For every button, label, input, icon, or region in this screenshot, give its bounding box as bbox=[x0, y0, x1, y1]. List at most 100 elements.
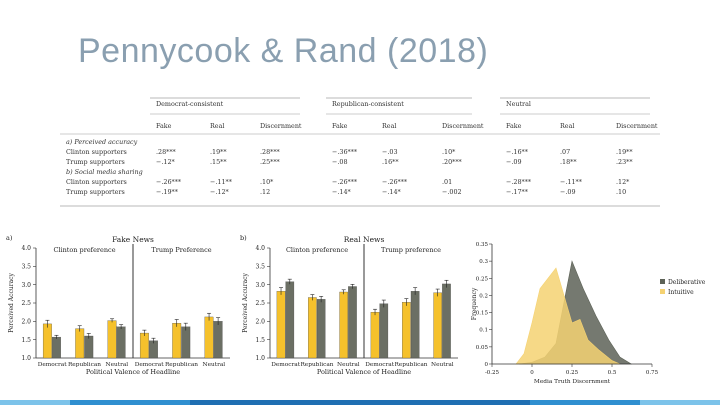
bar bbox=[285, 281, 295, 359]
table-cell: .16** bbox=[382, 158, 399, 166]
y-tick-label: 0.2 bbox=[479, 293, 488, 299]
table-cell: −.002 bbox=[442, 188, 462, 196]
bar bbox=[410, 291, 420, 359]
table-row-label: Trump supporters bbox=[66, 158, 125, 166]
table-cell: −.26*** bbox=[382, 178, 408, 186]
table-group-header: Republican-consistent bbox=[332, 100, 404, 108]
bar bbox=[181, 326, 191, 359]
y-tick-label: 0.05 bbox=[476, 345, 489, 351]
table-col-header: Discernment bbox=[442, 122, 484, 130]
table-section-label: a) Perceived accuracy bbox=[66, 138, 138, 146]
bar bbox=[52, 336, 61, 359]
table-cell: −.08 bbox=[332, 158, 348, 166]
legend-label: Deliberative bbox=[668, 279, 706, 286]
table-cell: .07 bbox=[560, 148, 570, 156]
table-cell: −.26*** bbox=[156, 178, 182, 186]
table-cell: .01 bbox=[442, 178, 452, 186]
table-cell: −.36*** bbox=[332, 148, 358, 156]
table-cell: −.14* bbox=[332, 188, 352, 196]
table-cell: .12* bbox=[616, 178, 630, 186]
x-tick-label: -0.25 bbox=[485, 370, 500, 376]
table-group-header: Democrat-consistent bbox=[156, 100, 224, 108]
bar bbox=[316, 299, 326, 359]
y-tick-label: 2.0 bbox=[21, 319, 31, 326]
table-col-header: Real bbox=[560, 122, 574, 130]
legend-swatch bbox=[660, 279, 665, 284]
x-tick-label: Neutral bbox=[106, 362, 129, 368]
y-tick-label: 1.5 bbox=[255, 337, 265, 344]
bar bbox=[149, 340, 158, 359]
chart-subtitle: Trump preference bbox=[381, 246, 441, 254]
bar bbox=[213, 321, 223, 359]
bar bbox=[433, 292, 442, 359]
table-col-header: Discernment bbox=[260, 122, 302, 130]
table-cell: .28*** bbox=[156, 148, 177, 156]
table-cell: −.16** bbox=[506, 148, 529, 156]
table-col-header: Fake bbox=[156, 122, 172, 130]
y-tick-label: 2.5 bbox=[21, 300, 31, 307]
bar bbox=[204, 316, 214, 359]
panel-label: b) bbox=[240, 234, 247, 242]
y-tick-label: 3.5 bbox=[21, 264, 31, 271]
x-tick-label: Republican bbox=[68, 362, 101, 368]
table-cell: −.11** bbox=[210, 178, 233, 186]
y-axis-label: Perceived Accuracy bbox=[242, 272, 249, 332]
table-cell: .23** bbox=[616, 158, 633, 166]
y-tick-label: 3.0 bbox=[21, 282, 31, 289]
bar bbox=[172, 323, 182, 359]
y-tick-label: 1.0 bbox=[21, 355, 31, 362]
y-axis-label: Frequency bbox=[471, 287, 478, 320]
area-series bbox=[515, 267, 621, 365]
table-row-label: Clinton supporters bbox=[66, 178, 127, 186]
table-cell: .12 bbox=[260, 188, 270, 196]
table-cell: .10* bbox=[260, 178, 274, 186]
y-tick-label: 0.15 bbox=[476, 311, 489, 317]
x-tick-label: Neutral bbox=[337, 362, 360, 368]
x-axis-label: Media Truth Discernment bbox=[534, 379, 611, 385]
x-tick-label: Democrat bbox=[38, 362, 68, 368]
table-row-label: Clinton supporters bbox=[66, 148, 127, 156]
x-tick-label: 0.5 bbox=[608, 370, 617, 376]
x-axis-label: Political Valence of Headline bbox=[317, 368, 411, 376]
y-tick-label: 1.5 bbox=[21, 337, 31, 344]
stripe-segment bbox=[530, 400, 640, 405]
x-tick-label: Republican bbox=[165, 362, 198, 368]
y-tick-label: 4.0 bbox=[255, 245, 265, 252]
y-tick-label: 2.5 bbox=[255, 300, 265, 307]
x-tick-label: 0.25 bbox=[566, 370, 579, 376]
panel-label: a) bbox=[6, 234, 13, 242]
fake-news-chart: a) Fake News Clinton preference Trump Prefe… bbox=[6, 234, 230, 376]
table-col-header: Discernment bbox=[616, 122, 658, 130]
table-cell: −.09 bbox=[506, 158, 522, 166]
table-col-header: Real bbox=[382, 122, 396, 130]
x-tick-label: 0.75 bbox=[646, 370, 659, 376]
bar bbox=[276, 291, 286, 359]
table-cell: −.26*** bbox=[332, 178, 358, 186]
stripe-segment bbox=[0, 400, 70, 405]
x-tick-label: Democrat bbox=[135, 362, 165, 368]
bar bbox=[308, 297, 317, 359]
bar bbox=[339, 291, 348, 359]
x-tick-label: Democrat bbox=[271, 362, 301, 368]
bar bbox=[107, 320, 117, 359]
table-col-header: Real bbox=[210, 122, 224, 130]
bar bbox=[84, 335, 94, 359]
y-tick-label: 3.0 bbox=[255, 282, 265, 289]
results-table-svg: Democrat-consistent Republican-consistent… bbox=[60, 97, 660, 207]
table-section-label: b) Social media sharing bbox=[66, 168, 143, 176]
y-axis-label: Perceived Accuracy bbox=[8, 272, 15, 332]
table-cell: −.14* bbox=[382, 188, 402, 196]
x-tick-label: Neutral bbox=[431, 362, 454, 368]
y-tick-label: 0.1 bbox=[479, 328, 488, 334]
table-cell: .10* bbox=[442, 148, 456, 156]
bar bbox=[379, 303, 389, 359]
chart-title: Fake News bbox=[112, 235, 154, 244]
table-cell: −.12* bbox=[156, 158, 176, 166]
table-cell: .15** bbox=[210, 158, 227, 166]
chart-subtitle: Clinton preference bbox=[286, 246, 348, 254]
y-tick-label: 4.0 bbox=[21, 245, 31, 252]
chart-subtitle: Trump Preference bbox=[151, 246, 211, 254]
slide-title: Pennycook & Rand (2018) bbox=[78, 32, 489, 70]
bar bbox=[42, 323, 52, 359]
table-cell: .19** bbox=[616, 148, 633, 156]
